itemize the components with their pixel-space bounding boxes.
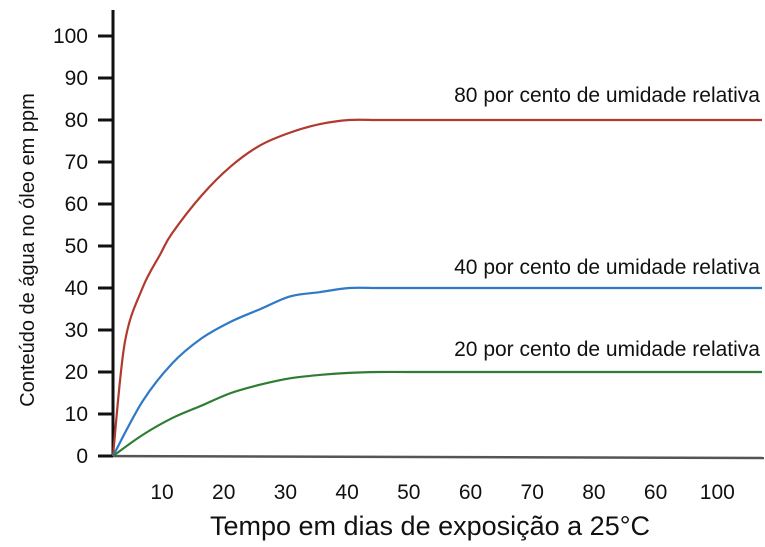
y-tick-label: 10 bbox=[65, 403, 88, 426]
y-tick-label: 80 bbox=[65, 109, 88, 132]
series-line-1 bbox=[111, 118, 762, 457]
series-labels: 80 por cento de umidade relativa 40 por c… bbox=[454, 84, 760, 361]
x-tick-label: 100 bbox=[700, 481, 735, 504]
x-tick-label: 60 bbox=[644, 481, 667, 504]
x-tick-label: 20 bbox=[212, 481, 235, 504]
y-tick-label: 30 bbox=[65, 319, 88, 342]
series-line-2 bbox=[112, 286, 762, 457]
series-label-2: 40 por cento de umidade relativa bbox=[454, 256, 760, 279]
y-tick-label: 50 bbox=[65, 235, 88, 258]
x-tick-label: 40 bbox=[335, 481, 358, 504]
series-lines bbox=[111, 118, 762, 457]
series-label-1: 80 por cento de umidade relativa bbox=[454, 84, 760, 107]
x-axis-line bbox=[99, 454, 765, 460]
plot-area: 0 10 20 30 40 50 60 70 80 90 100 10 20 30 40 50 60 70 80 6… bbox=[53, 10, 765, 504]
x-tick-label: 50 bbox=[397, 481, 420, 504]
y-tick-label: 60 bbox=[65, 193, 88, 216]
x-tick-label: 10 bbox=[150, 481, 173, 504]
x-ticks: 10 20 30 40 50 60 70 80 60 100 bbox=[150, 481, 735, 504]
x-tick-label: 60 bbox=[459, 481, 482, 504]
y-tick-label: 0 bbox=[76, 445, 88, 468]
y-tick-label: 40 bbox=[65, 277, 88, 300]
y-tick-label: 70 bbox=[65, 151, 88, 174]
y-tick-label: 90 bbox=[65, 67, 88, 90]
y-ticks: 0 10 20 30 40 50 60 70 80 90 100 bbox=[53, 25, 113, 468]
x-tick-label: 70 bbox=[521, 481, 544, 504]
y-tick-label: 100 bbox=[53, 25, 88, 48]
y-axis-title: Conteúdo de água no óleo em ppm bbox=[17, 93, 39, 407]
y-tick-label: 20 bbox=[65, 361, 88, 384]
series-label-3: 20 por cento de umidade relativa bbox=[454, 338, 760, 361]
x-axis-title: Tempo em dias de exposição a 25°C bbox=[210, 511, 650, 541]
series-line-3 bbox=[112, 370, 762, 457]
x-tick-label: 30 bbox=[274, 481, 297, 504]
x-tick-label: 80 bbox=[582, 481, 605, 504]
